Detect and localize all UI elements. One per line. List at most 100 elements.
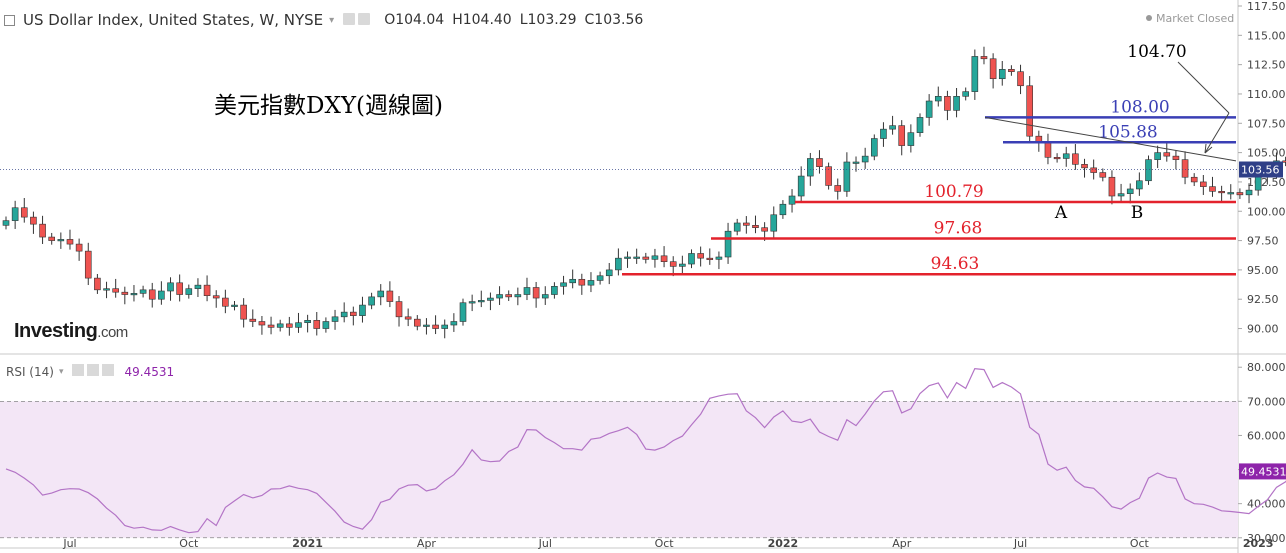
candle-body xyxy=(276,323,284,328)
candle-body xyxy=(788,195,796,205)
candle-body xyxy=(1282,160,1286,163)
candle-body xyxy=(724,230,732,258)
candle-body xyxy=(258,321,266,326)
candle-body xyxy=(1081,164,1088,169)
ohlc-open: O104.04 xyxy=(384,12,445,28)
candle-body xyxy=(651,255,659,260)
candle-body xyxy=(322,321,330,329)
candle-body xyxy=(797,175,805,197)
candle-body xyxy=(423,324,430,327)
candle-body xyxy=(669,261,677,267)
candle-body xyxy=(176,282,183,295)
candle-body xyxy=(295,322,302,328)
candle-body xyxy=(395,301,403,318)
candle xyxy=(249,309,257,328)
candle xyxy=(468,294,476,312)
candle-body xyxy=(413,318,421,327)
candle-body xyxy=(1227,192,1235,195)
settings-icon[interactable] xyxy=(87,364,100,376)
candle-body xyxy=(1218,191,1225,194)
rsi-line xyxy=(5,367,1286,534)
candle xyxy=(816,150,823,174)
candle-body xyxy=(779,203,787,216)
rsi-value-badge xyxy=(1239,463,1286,480)
candle xyxy=(176,274,183,302)
last-price-label: 103.56 xyxy=(1241,163,1280,176)
dropdown-arrow-icon[interactable]: ▾ xyxy=(329,14,335,26)
candle xyxy=(441,319,449,339)
candle-body xyxy=(523,287,531,295)
logo-name: Investing xyxy=(14,320,98,342)
candle xyxy=(477,290,485,308)
candle-body xyxy=(889,125,896,130)
level-label: 108.00 xyxy=(1110,97,1169,117)
candle xyxy=(286,316,293,336)
close-icon[interactable] xyxy=(102,364,115,376)
candle-body xyxy=(11,207,19,221)
candle xyxy=(413,315,421,331)
candle-body xyxy=(66,239,74,245)
dropdown-arrow-icon[interactable]: ▾ xyxy=(58,366,64,377)
candle xyxy=(2,216,10,230)
candle xyxy=(368,292,375,310)
candle xyxy=(276,319,284,332)
ohlc-close: C103.56 xyxy=(584,12,644,28)
candle-body xyxy=(825,166,832,186)
candle xyxy=(1117,183,1125,202)
candle xyxy=(697,246,704,267)
candle xyxy=(1209,176,1216,197)
candle-body xyxy=(916,117,924,133)
candle xyxy=(843,152,851,197)
candle-body xyxy=(231,304,238,307)
candle-body xyxy=(94,277,101,291)
candle-body xyxy=(605,269,613,277)
candle-body xyxy=(30,216,37,225)
settings-icon[interactable] xyxy=(358,13,371,25)
arrow-line xyxy=(1177,61,1230,114)
candle xyxy=(1108,170,1116,205)
candle-body xyxy=(706,257,714,260)
level-label: 97.68 xyxy=(934,218,983,238)
candle xyxy=(953,87,960,118)
candle xyxy=(779,200,787,219)
candle xyxy=(514,287,522,306)
candle xyxy=(898,120,906,156)
candle xyxy=(1200,175,1207,195)
candle xyxy=(48,232,56,245)
visibility-icon[interactable] xyxy=(72,364,85,376)
candle-body xyxy=(743,222,750,226)
rsi-label[interactable]: RSI (14) xyxy=(6,364,54,379)
price-tick-label: 100.00 xyxy=(1247,205,1286,218)
rsi-value: 49.4531 xyxy=(124,364,175,379)
candle xyxy=(103,281,110,299)
symbol-title[interactable]: US Dollar Index, United States, W, NYSE xyxy=(23,11,324,29)
rsi-tick-label: 80.0000 xyxy=(1247,361,1286,374)
candle-body xyxy=(761,227,768,232)
candle xyxy=(350,306,357,326)
candle-body xyxy=(688,253,695,265)
market-status: Market Closed xyxy=(1146,12,1234,25)
candle xyxy=(532,281,540,308)
candle-body xyxy=(441,324,449,329)
candle-body xyxy=(633,256,640,259)
candle-body xyxy=(212,295,220,299)
candle-body xyxy=(1008,69,1015,72)
visibility-icon[interactable] xyxy=(343,13,356,25)
candle xyxy=(1236,188,1244,199)
candle xyxy=(148,282,156,308)
time-tick-label: Oct xyxy=(179,537,199,550)
candle xyxy=(1181,151,1189,185)
candle xyxy=(962,87,970,101)
candle-body xyxy=(807,158,814,177)
candle-body xyxy=(551,286,558,295)
candle xyxy=(395,296,403,327)
candle xyxy=(1044,133,1052,165)
collapse-toggle-icon[interactable] xyxy=(4,14,15,26)
price-tick-label: 107.50 xyxy=(1247,117,1286,130)
candle xyxy=(679,255,686,274)
candle xyxy=(331,309,339,330)
candle xyxy=(11,200,19,229)
candle-body xyxy=(386,290,394,302)
candle xyxy=(1126,183,1134,204)
